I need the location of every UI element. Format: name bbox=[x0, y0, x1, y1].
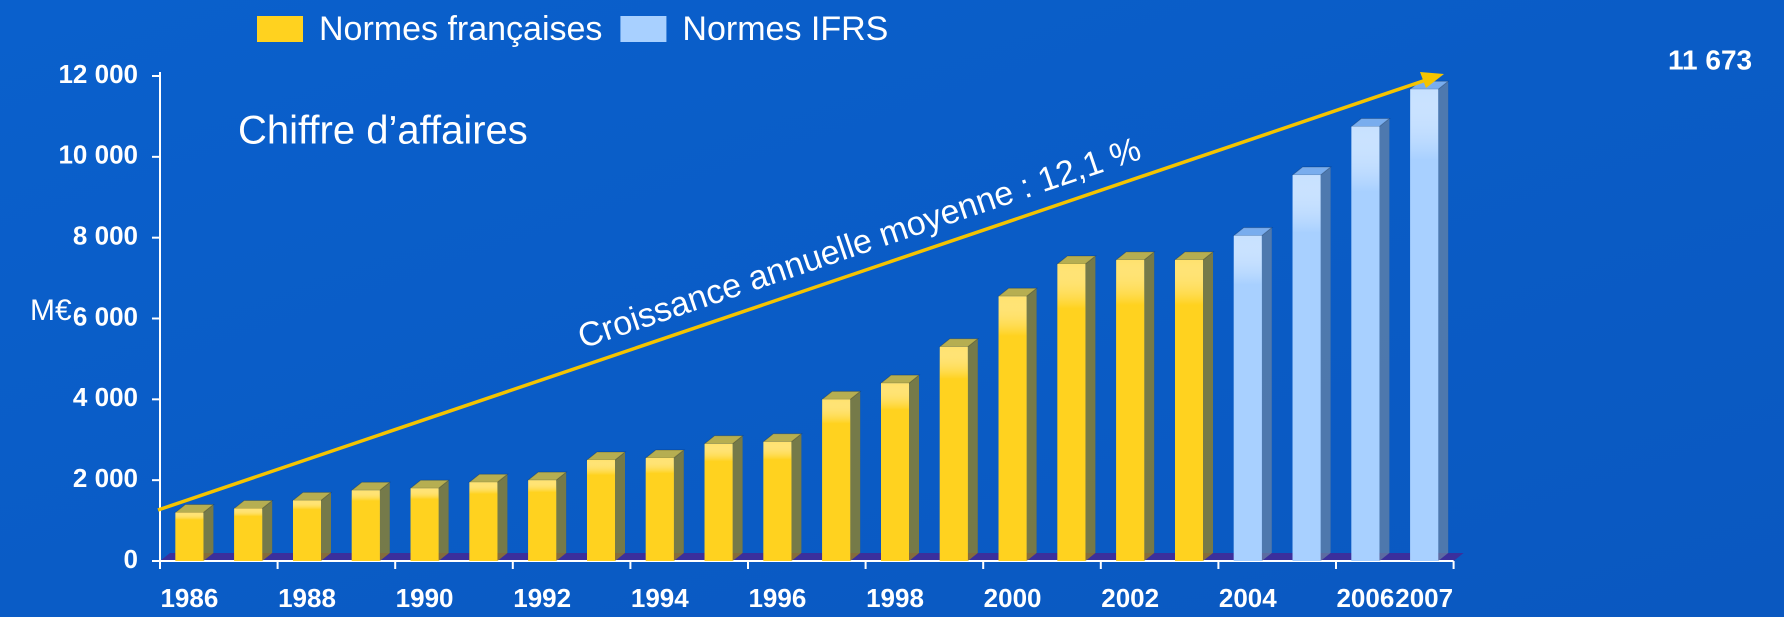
bar-shade bbox=[293, 500, 321, 561]
bar-shade bbox=[410, 488, 439, 561]
bar-side bbox=[1261, 227, 1272, 562]
bar-side bbox=[1203, 251, 1213, 562]
bar-shade bbox=[1175, 259, 1203, 561]
bar-side bbox=[1203, 251, 1213, 562]
bar-side bbox=[1320, 167, 1331, 562]
x-tick-label: 1998 bbox=[866, 583, 924, 613]
bar-side bbox=[321, 492, 331, 561]
bar-side bbox=[732, 435, 743, 561]
bar-side bbox=[1085, 255, 1096, 561]
bar-side bbox=[967, 338, 978, 561]
legend-swatch bbox=[257, 16, 303, 42]
y-axis-label: M€ bbox=[30, 294, 72, 327]
y-tick-label: 2 000 bbox=[73, 463, 138, 493]
bar-side bbox=[1379, 118, 1390, 561]
y-tick-label: 6 000 bbox=[73, 301, 138, 331]
bar-side bbox=[673, 449, 684, 561]
bar-shade bbox=[528, 480, 557, 561]
bar-side bbox=[1026, 288, 1037, 561]
bar-side bbox=[1261, 227, 1272, 562]
y-tick-label: 0 bbox=[124, 544, 138, 574]
bar-side bbox=[262, 500, 273, 561]
bar-side bbox=[556, 472, 567, 561]
y-tick-label: 10 000 bbox=[58, 140, 138, 170]
bar-shade bbox=[469, 482, 498, 561]
x-tick-label: 1988 bbox=[278, 583, 336, 613]
bar-side bbox=[497, 474, 508, 561]
bar-side bbox=[1144, 251, 1155, 562]
legend-swatch bbox=[620, 16, 667, 42]
bar-shade bbox=[1292, 175, 1321, 562]
bar-side bbox=[556, 472, 567, 561]
x-tick-label: 1996 bbox=[748, 583, 806, 613]
bar-side bbox=[1144, 251, 1155, 562]
bar-shade bbox=[351, 490, 380, 561]
x-tick-label: 1992 bbox=[513, 583, 571, 613]
arrow-head bbox=[1420, 72, 1444, 88]
x-tick-label: 2002 bbox=[1101, 583, 1159, 613]
bar-side bbox=[909, 375, 919, 561]
bar-side bbox=[262, 500, 273, 561]
bar-shade bbox=[704, 443, 733, 561]
bar-side bbox=[321, 492, 331, 561]
legend-label: Normes françaises bbox=[319, 10, 602, 48]
y-tick-label: 4 000 bbox=[73, 382, 138, 412]
bar-shade bbox=[998, 296, 1027, 561]
x-tick-label: 1994 bbox=[631, 583, 689, 613]
bar-side bbox=[615, 451, 625, 561]
y-tick-label: 12 000 bbox=[58, 59, 138, 89]
bar-shade bbox=[234, 508, 263, 561]
bar-side bbox=[673, 449, 684, 561]
bar-side bbox=[850, 391, 861, 561]
bar-shade bbox=[1410, 89, 1439, 561]
x-tick-label: 2000 bbox=[984, 583, 1042, 613]
bar-shade bbox=[822, 399, 851, 561]
bar-shade bbox=[645, 457, 674, 561]
bar-side bbox=[967, 338, 978, 561]
bar-side bbox=[1438, 81, 1449, 561]
bar-side bbox=[1026, 288, 1037, 561]
bar-side bbox=[615, 451, 625, 561]
bar-shade bbox=[587, 459, 615, 561]
bar-side bbox=[379, 482, 390, 561]
annotation: Chiffre d’affaires bbox=[238, 109, 528, 153]
bar-shade bbox=[1057, 263, 1086, 561]
bar-side bbox=[791, 433, 802, 561]
bar-side bbox=[203, 504, 214, 561]
bar-side bbox=[438, 480, 449, 561]
data-label: 11 673 bbox=[1668, 44, 1752, 75]
bar-side bbox=[791, 433, 802, 561]
bar-shade bbox=[1116, 259, 1145, 561]
x-tick-label: 2007 bbox=[1395, 583, 1453, 613]
bar-shade bbox=[1351, 126, 1380, 561]
y-tick-label: 8 000 bbox=[73, 221, 138, 251]
bar-shade bbox=[1233, 235, 1262, 562]
x-tick-label: 1986 bbox=[160, 583, 218, 613]
trend-arrow bbox=[157, 76, 1433, 512]
bar-side bbox=[203, 504, 214, 561]
bar-side bbox=[497, 474, 508, 561]
bar-side bbox=[1320, 167, 1331, 562]
bar-side bbox=[850, 391, 861, 561]
bar-shade bbox=[939, 346, 968, 561]
bar-shade bbox=[881, 383, 909, 561]
legend-label: Normes IFRS bbox=[682, 10, 888, 48]
bar-side bbox=[909, 375, 919, 561]
bar-side bbox=[1379, 118, 1390, 561]
x-tick-label: 2006 bbox=[1336, 583, 1394, 613]
bar-side bbox=[732, 435, 743, 561]
bar-shade bbox=[175, 512, 204, 561]
x-tick-label: 2004 bbox=[1219, 583, 1277, 613]
bar-side bbox=[1438, 81, 1449, 561]
bar-shade bbox=[763, 441, 792, 561]
bar-side bbox=[379, 482, 390, 561]
bar-side bbox=[1085, 255, 1096, 561]
x-tick-label: 1990 bbox=[396, 583, 454, 613]
bar-side bbox=[438, 480, 449, 561]
